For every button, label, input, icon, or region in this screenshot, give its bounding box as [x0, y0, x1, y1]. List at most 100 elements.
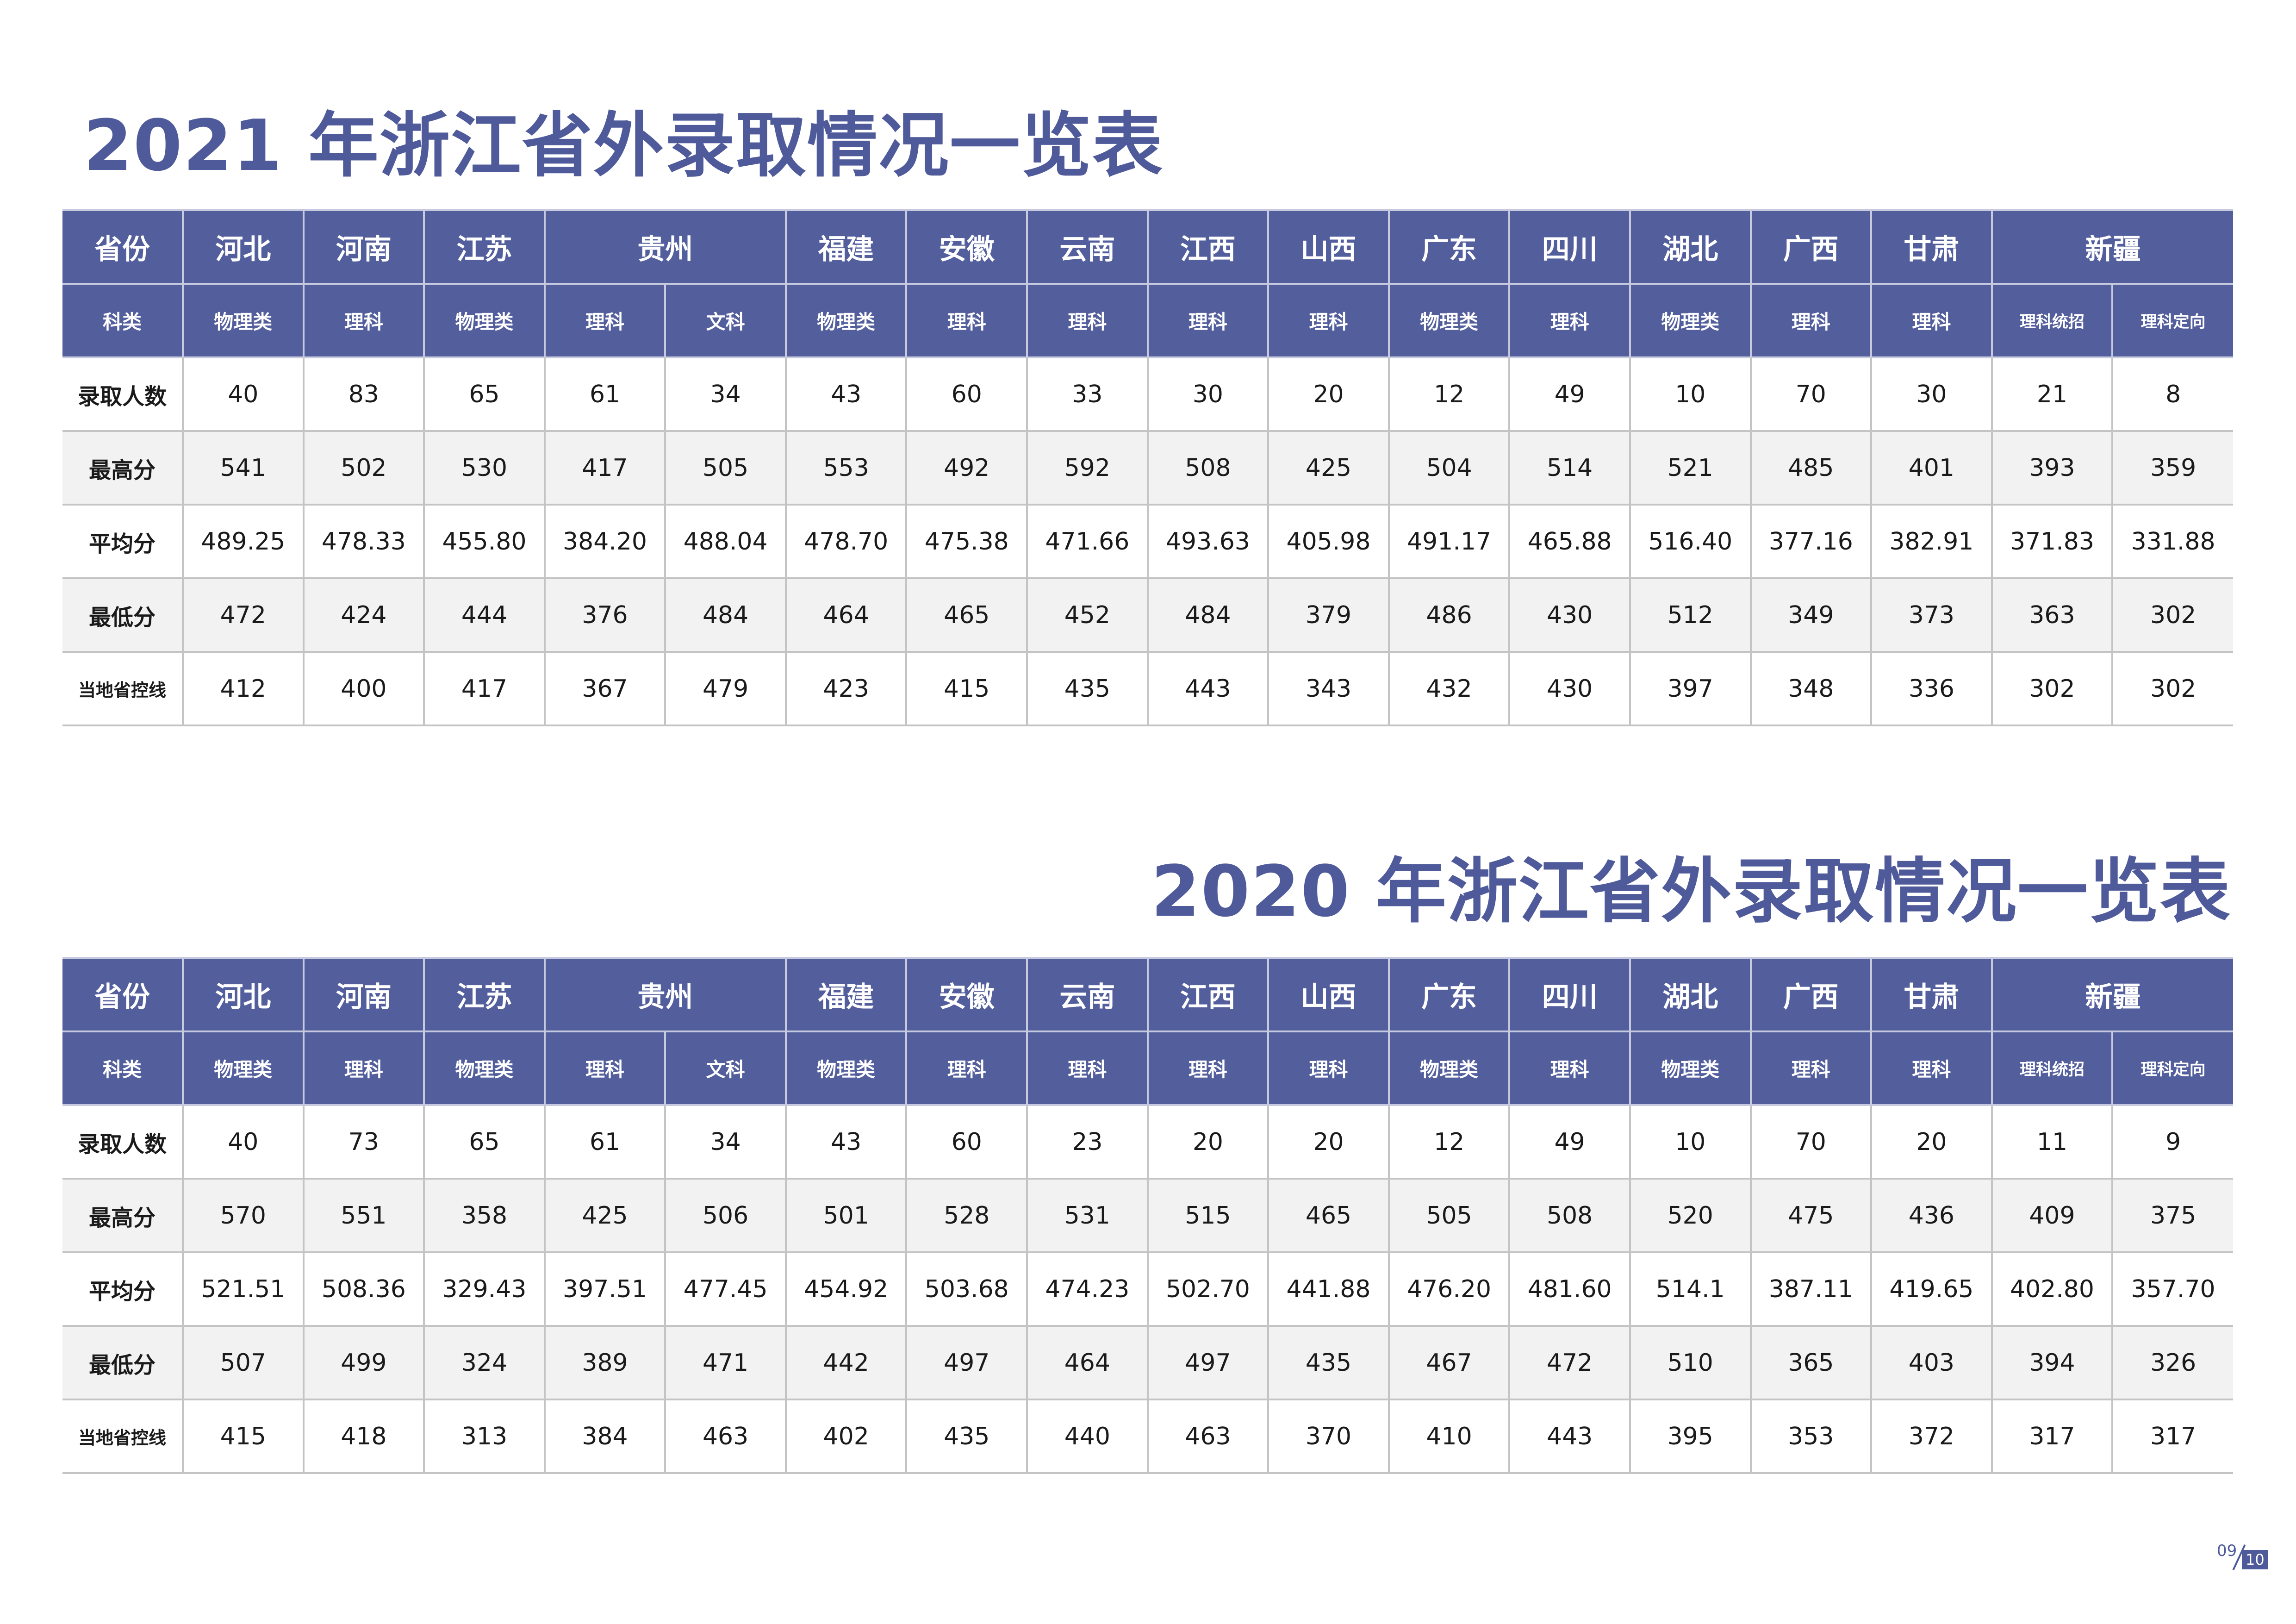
table-cell: 484	[1146, 577, 1269, 653]
province-header: 广西	[1749, 209, 1873, 285]
table-cell: 349	[1749, 577, 1873, 653]
subject-header: 理科	[1146, 1031, 1269, 1106]
table-cell: 435	[1026, 651, 1149, 726]
row-label: 最高分	[62, 430, 184, 506]
table-cell: 502.70	[1146, 1251, 1269, 1327]
table-cell: 402	[784, 1399, 908, 1474]
row-label: 最低分	[62, 1325, 184, 1400]
subject-label: 科类	[62, 1031, 184, 1106]
table-cell: 8	[2111, 356, 2233, 432]
subject-header: 理科	[1146, 283, 1269, 358]
table-cell: 423	[784, 651, 908, 726]
table-cell: 12	[1388, 356, 1511, 432]
table-cell: 514	[1508, 430, 1631, 506]
table-cell: 508	[1146, 430, 1269, 506]
subject-header: 理科	[302, 1031, 425, 1106]
table-cell: 358	[423, 1178, 546, 1253]
table-cell: 397.51	[543, 1251, 666, 1327]
subject-header: 理科	[1870, 1031, 1993, 1106]
table-cell: 492	[905, 430, 1028, 506]
table-cell: 43	[784, 1104, 908, 1180]
subject-header: 物理类	[1629, 283, 1752, 358]
province-header: 广东	[1388, 209, 1511, 285]
table-cell: 512	[1629, 577, 1752, 653]
table-cell: 417	[543, 430, 666, 506]
subject-header: 理科	[1267, 283, 1390, 358]
table-cell: 357.70	[2111, 1251, 2233, 1327]
subject-header: 理科	[1026, 1031, 1149, 1106]
table-cell: 393	[1991, 430, 2114, 506]
table-cell: 497	[905, 1325, 1028, 1400]
table-cell: 430	[1508, 651, 1631, 726]
table-row: 最低分 472 424 444 376 484 464 465 452 484 379 486 430 5…	[62, 577, 2233, 653]
province-header-row: 省份 河北 河南 江苏 贵州 福建 安徽 云南 江西 山西 广东 四川 湖北 广西 甘肃 新疆	[62, 209, 2233, 285]
table-cell: 331.88	[2111, 504, 2233, 579]
table-cell: 442	[784, 1325, 908, 1400]
table-cell: 510	[1629, 1325, 1752, 1400]
table-cell: 370	[1267, 1399, 1390, 1474]
table-cell: 409	[1991, 1178, 2114, 1253]
table-cell: 10	[1629, 356, 1752, 432]
table-cell: 432	[1388, 651, 1511, 726]
table-cell: 70	[1749, 356, 1873, 432]
table-cell: 60	[905, 1104, 1028, 1180]
table-cell: 435	[905, 1399, 1028, 1474]
table-cell: 430	[1508, 577, 1631, 653]
table-cell: 419.65	[1870, 1251, 1993, 1327]
subject-header: 理科	[1267, 1031, 1390, 1106]
row-label: 最低分	[62, 577, 184, 653]
table-cell: 329.43	[423, 1251, 546, 1327]
table-cell: 478.70	[784, 504, 908, 579]
table-cell: 40	[182, 356, 305, 432]
table-cell: 20	[1146, 1104, 1269, 1180]
table-cell: 475.38	[905, 504, 1028, 579]
table-cell: 348	[1749, 651, 1873, 726]
table-cell: 553	[784, 430, 908, 506]
province-header: 河北	[182, 209, 305, 285]
table-cell: 359	[2111, 430, 2233, 506]
table-cell: 389	[543, 1325, 666, 1400]
table-cell: 465	[1267, 1178, 1390, 1253]
table-cell: 49	[1508, 1104, 1631, 1180]
table-cell: 61	[543, 1104, 666, 1180]
table-cell: 440	[1026, 1399, 1149, 1474]
row-label: 当地省控线	[62, 1399, 184, 1474]
table-cell: 514.1	[1629, 1251, 1752, 1327]
province-header: 河南	[302, 209, 425, 285]
table-cell: 476.20	[1388, 1251, 1511, 1327]
table-cell: 363	[1991, 577, 2114, 653]
table-cell: 465	[905, 577, 1028, 653]
total-pages: 10	[2242, 1550, 2268, 1569]
table-cell: 400	[302, 651, 425, 726]
province-header-row: 省份 河北 河南 江苏 贵州 福建 安徽 云南 江西 山西 广东 四川 湖北 广西 甘肃 新疆	[62, 957, 2233, 1032]
table-cell: 417	[423, 651, 546, 726]
table-cell: 508	[1508, 1178, 1631, 1253]
header-label: 省份	[62, 209, 184, 285]
table-cell: 415	[182, 1399, 305, 1474]
province-header: 四川	[1508, 209, 1631, 285]
table-cell: 418	[302, 1399, 425, 1474]
table-cell: 497	[1146, 1325, 1269, 1400]
table-cell: 501	[784, 1178, 908, 1253]
table-cell: 452	[1026, 577, 1149, 653]
table-row: 当地省控线 412 400 417 367 479 423 415 435 443 343 432 43…	[62, 651, 2233, 726]
subject-header: 文科	[664, 1031, 787, 1106]
row-label: 录取人数	[62, 1104, 184, 1180]
table-cell: 394	[1991, 1325, 2114, 1400]
table-cell: 488.04	[664, 504, 787, 579]
table-cell: 435	[1267, 1325, 1390, 1400]
table-cell: 60	[905, 356, 1028, 432]
table-cell: 464	[784, 577, 908, 653]
table-cell: 384	[543, 1399, 666, 1474]
province-header: 贵州	[543, 209, 787, 285]
table-cell: 313	[423, 1399, 546, 1474]
province-header: 江苏	[423, 957, 546, 1032]
province-header: 贵州	[543, 957, 787, 1032]
table-cell: 551	[302, 1178, 425, 1253]
province-header: 山西	[1267, 209, 1390, 285]
table-cell: 444	[423, 577, 546, 653]
subject-header: 理科	[543, 283, 666, 358]
table-cell: 472	[182, 577, 305, 653]
row-label: 平均分	[62, 1251, 184, 1327]
province-header: 江苏	[423, 209, 546, 285]
